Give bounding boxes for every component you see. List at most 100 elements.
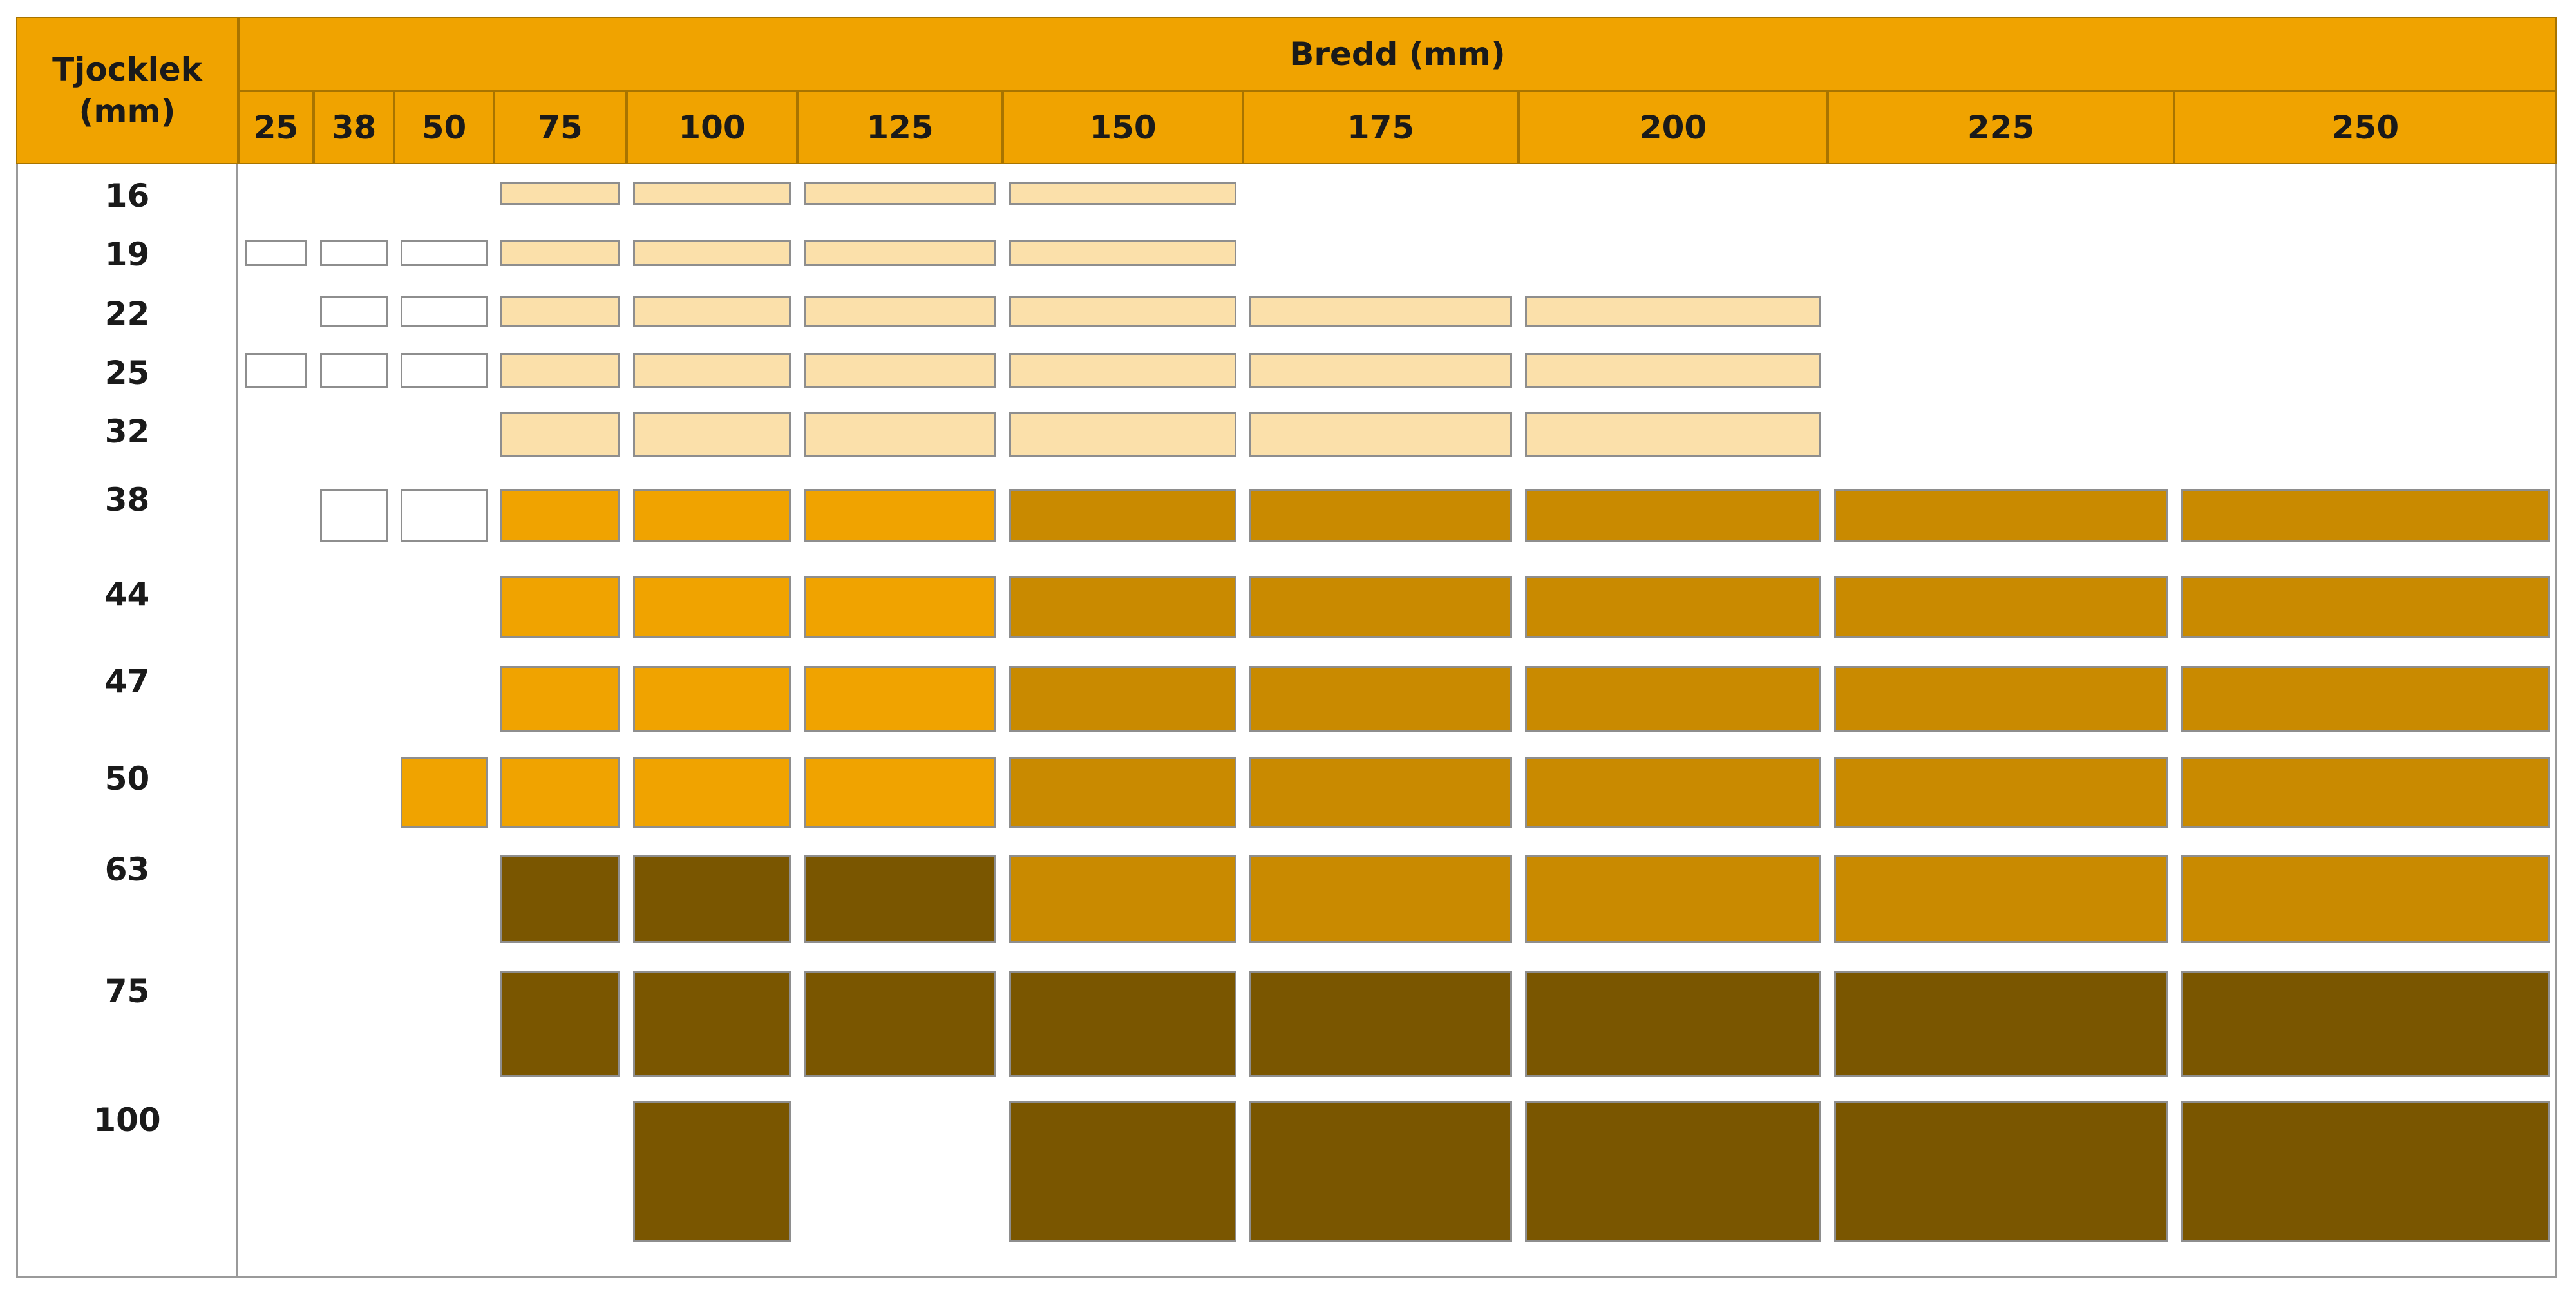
dimension-cell-brown <box>1834 971 2168 1077</box>
thickness-header-line-2: (mm) <box>79 92 176 130</box>
dimension-cell-white <box>401 240 488 266</box>
dimension-cell-gold <box>1249 666 1512 732</box>
width-column-header: 175 <box>1243 91 1519 164</box>
dimension-cell-light <box>1525 353 1821 388</box>
dimension-cell-light <box>1249 353 1512 388</box>
dimension-cell-white <box>320 489 388 542</box>
dimension-cell-gold <box>1525 576 1821 638</box>
dimension-cell-gold <box>1009 757 1236 828</box>
width-column-header: 225 <box>1828 91 2174 164</box>
dimension-cell-gold <box>1834 855 2168 943</box>
dimension-cell-gold <box>1249 757 1512 828</box>
thickness-row-header: 19 <box>104 236 150 273</box>
dimension-cell-white <box>320 353 388 388</box>
dimension-cell-brown <box>500 971 620 1077</box>
dimension-cell-gold <box>2181 666 2550 732</box>
dimension-cell-light <box>633 353 791 388</box>
dimension-cell-light <box>804 412 996 457</box>
dimension-cell-orange <box>804 666 996 732</box>
thickness-row-header: 75 <box>104 973 150 1010</box>
dimension-cell-gold <box>1009 855 1236 943</box>
dimension-cell-orange <box>804 757 996 828</box>
dimension-cell-gold <box>2181 576 2550 638</box>
dimension-cell-light <box>1249 412 1512 457</box>
dimension-cell-light <box>1525 296 1821 327</box>
width-column-header: 38 <box>314 91 394 164</box>
dimension-cell-gold <box>1249 576 1512 638</box>
dimension-cell-light <box>1009 296 1236 327</box>
thickness-row-header: 38 <box>104 481 150 519</box>
dimension-cell-brown <box>1525 1101 1821 1242</box>
dimension-cell-gold <box>1525 757 1821 828</box>
dimension-cell-light <box>1249 296 1512 327</box>
dimension-cell-orange <box>633 576 791 638</box>
dimension-cell-light <box>1009 240 1236 266</box>
dimension-cell-gold <box>1009 666 1236 732</box>
dimension-cell-gold <box>1834 576 2168 638</box>
dimension-cell-light <box>500 412 620 457</box>
dimension-cell-light <box>1525 412 1821 457</box>
dimension-cell-orange <box>401 757 488 828</box>
dimension-cell-light <box>804 296 996 327</box>
thickness-row-header: 47 <box>104 663 150 700</box>
dimension-cell-light <box>633 412 791 457</box>
dimension-cell-white <box>401 296 488 327</box>
dimension-cell-light <box>633 240 791 266</box>
dimension-cell-light <box>1009 182 1236 205</box>
dimension-cell-gold <box>1525 855 1821 943</box>
width-column-header: 25 <box>238 91 314 164</box>
dimension-cell-white <box>245 353 307 388</box>
dimension-cell-brown <box>633 855 791 943</box>
dimension-cell-brown <box>1834 1101 2168 1242</box>
width-header: Bredd (mm) <box>238 17 2557 91</box>
table-frame <box>16 17 2557 1278</box>
dimension-cell-orange <box>500 576 620 638</box>
dimension-cell-brown <box>1525 971 1821 1077</box>
thickness-row-header: 22 <box>104 295 150 332</box>
dimension-cell-light <box>500 353 620 388</box>
dimension-cell-brown <box>1249 971 1512 1077</box>
width-column-header: 200 <box>1519 91 1828 164</box>
width-column-header: 250 <box>2174 91 2557 164</box>
thickness-row-header: 100 <box>93 1101 161 1139</box>
dimension-cell-light <box>804 353 996 388</box>
dimension-cell-gold <box>1834 489 2168 542</box>
width-column-header: 100 <box>627 91 797 164</box>
dimension-cell-light <box>1009 353 1236 388</box>
dimension-cell-brown <box>1009 1101 1236 1242</box>
row-header-divider <box>236 164 238 1278</box>
dimension-cell-orange <box>633 666 791 732</box>
dimension-cell-brown <box>633 971 791 1077</box>
width-column-header: 125 <box>797 91 1003 164</box>
width-column-header: 50 <box>394 91 494 164</box>
dimension-cell-white <box>245 240 307 266</box>
dimension-cell-gold <box>1525 489 1821 542</box>
dimension-cell-orange <box>500 757 620 828</box>
dimension-cell-gold <box>1525 666 1821 732</box>
dimension-cell-light <box>500 240 620 266</box>
dimension-cell-gold <box>1009 489 1236 542</box>
dimension-cell-light <box>804 240 996 266</box>
dimension-cell-light <box>1009 412 1236 457</box>
dimension-cell-orange <box>633 489 791 542</box>
dimension-cell-orange <box>500 666 620 732</box>
width-column-header: 75 <box>494 91 627 164</box>
dimension-cell-orange <box>804 489 996 542</box>
thickness-header-line-1: Tjocklek <box>52 50 202 88</box>
dimension-cell-white <box>320 296 388 327</box>
dimension-cell-gold <box>1249 489 1512 542</box>
thickness-row-header: 50 <box>104 760 150 797</box>
dimension-cell-gold <box>1834 757 2168 828</box>
dimension-cell-brown <box>633 1101 791 1242</box>
dimension-cell-light <box>633 182 791 205</box>
dimension-cell-light <box>633 296 791 327</box>
thickness-row-header: 44 <box>104 576 150 613</box>
dimension-cell-gold <box>2181 489 2550 542</box>
dimension-cell-white <box>401 489 488 542</box>
dimension-cell-gold <box>2181 855 2550 943</box>
dimension-cell-orange <box>500 489 620 542</box>
dimension-cell-white <box>401 353 488 388</box>
thickness-row-header: 16 <box>104 177 150 214</box>
dimension-cell-light <box>500 296 620 327</box>
